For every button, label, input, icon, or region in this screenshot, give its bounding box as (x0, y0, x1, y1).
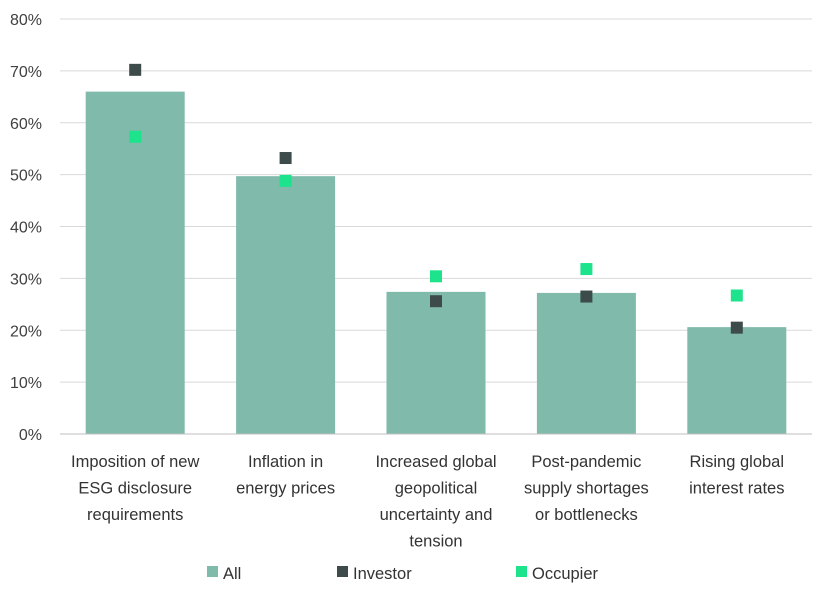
bar-all (236, 176, 336, 434)
legend-swatch (516, 566, 527, 577)
y-tick-label: 10% (10, 375, 42, 392)
bar-all (386, 291, 486, 434)
marker-occupier (430, 270, 442, 283)
x-axis-labels: Imposition of new ESG disclosure requireme… (71, 453, 784, 551)
legend-label: Occupier (532, 565, 599, 583)
bar-all (536, 292, 636, 434)
y-axis-ticks: 0% 10% 20% 30% 40% 50% 60% 70% 80% (10, 12, 42, 444)
legend-swatch (207, 566, 218, 577)
y-tick-label: 20% (10, 323, 42, 340)
legend-swatch (337, 566, 348, 577)
marker-occupier (580, 263, 593, 276)
bar-all (85, 91, 185, 434)
legend-item-investor: Investor (337, 565, 412, 583)
marker-investor (430, 295, 442, 308)
legend: All Investor Occupier (207, 565, 599, 583)
y-tick-label: 40% (10, 220, 42, 237)
legend-item-occupier: Occupier (516, 565, 599, 583)
marker-investor (129, 63, 142, 76)
y-tick-label: 0% (19, 427, 42, 444)
x-category-label: Rising global interest rates (689, 453, 784, 498)
marker-occupier (730, 289, 743, 302)
x-category-label: Post-pandemic supply shortages or bottlene… (524, 453, 649, 524)
y-tick-label: 60% (10, 116, 42, 133)
y-tick-label: 70% (10, 64, 42, 81)
x-category-label: Imposition of new ESG disclosure requireme… (71, 453, 199, 524)
y-tick-label: 80% (10, 12, 42, 29)
x-category-label: Increased global geopolitical uncertainty … (375, 453, 496, 551)
marker-occupier (129, 130, 142, 143)
marker-investor (730, 321, 743, 334)
marker-investor (580, 290, 593, 303)
markers (129, 63, 743, 334)
legend-label: Investor (353, 565, 412, 583)
marker-investor (279, 152, 292, 165)
bar-all (687, 327, 787, 434)
y-tick-label: 30% (10, 271, 42, 288)
legend-label: All (223, 565, 241, 583)
legend-item-all: All (207, 565, 241, 583)
x-category-label: Inflation in energy prices (236, 453, 335, 498)
y-tick-label: 50% (10, 168, 42, 185)
bars (85, 91, 787, 434)
marker-occupier (279, 174, 292, 187)
